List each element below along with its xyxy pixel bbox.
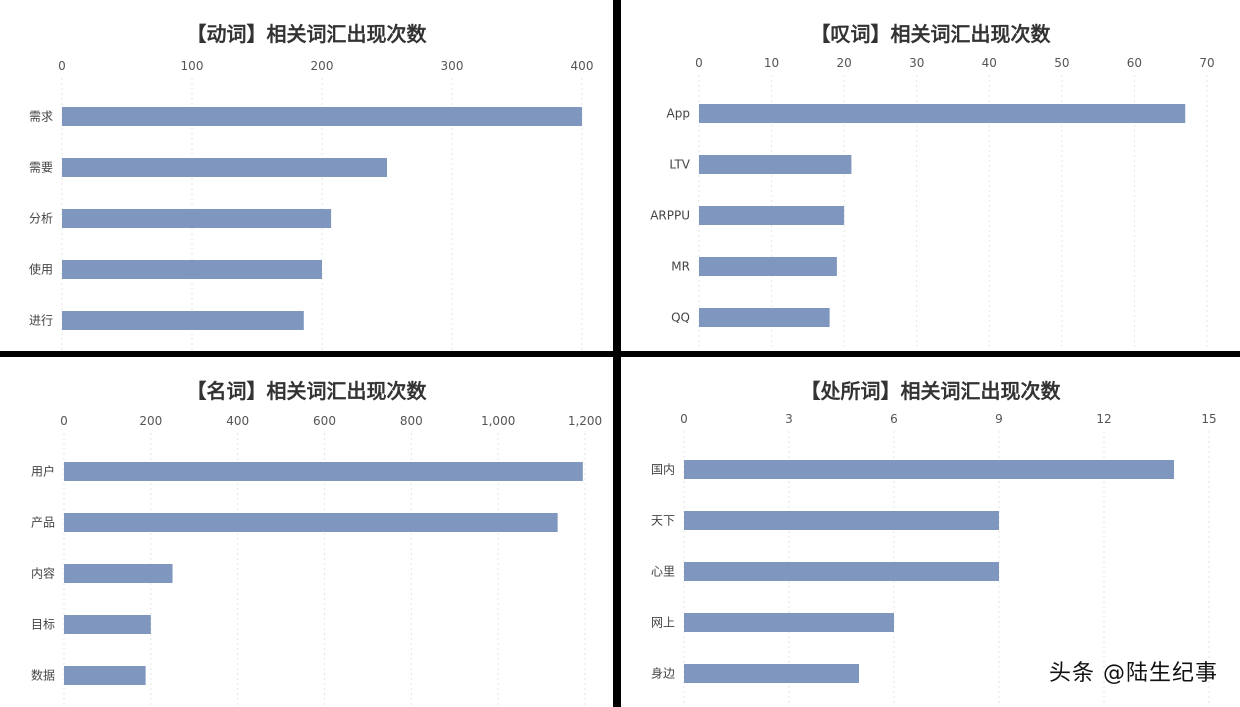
x-tick-label: 600	[313, 414, 336, 428]
category-label: 目标	[31, 618, 55, 632]
chart-title: 【动词】相关词汇出现次数	[186, 22, 427, 46]
bar	[684, 511, 999, 530]
bar	[64, 564, 173, 583]
category-label: LTV	[669, 158, 690, 172]
bar	[699, 308, 830, 327]
x-tick-label: 200	[311, 59, 334, 73]
category-label: 使用	[29, 262, 53, 277]
category-label: 用户	[31, 464, 55, 479]
x-tick-label: 400	[226, 414, 249, 428]
x-tick-label: 1,000	[481, 414, 515, 428]
category-label: 身边	[651, 666, 675, 681]
chart-title: 【处所词】相关词汇出现次数	[800, 379, 1061, 403]
bar	[699, 104, 1186, 123]
x-tick-label: 1,200	[568, 414, 602, 428]
category-label: 需求	[29, 110, 53, 124]
x-tick-label: 200	[139, 414, 162, 428]
bar	[684, 664, 859, 683]
category-label: 进行	[29, 314, 53, 328]
x-tick-label: 0	[58, 59, 66, 73]
bar	[64, 462, 583, 481]
bar-chart: 0 10 20 30 40 50 60 70 App LTV ARPPU MR QQ	[650, 56, 1215, 347]
category-label: 心里	[651, 565, 675, 579]
x-tick-label: 9	[995, 412, 1003, 426]
x-tick-label: 10	[764, 56, 779, 70]
x-tick-label: 0	[680, 412, 688, 426]
category-label: QQ	[671, 311, 690, 325]
category-label: 天下	[651, 514, 675, 528]
x-tick-label: 300	[441, 59, 464, 73]
bar	[699, 155, 852, 174]
bar	[62, 311, 304, 330]
category-label: 内容	[31, 566, 55, 581]
category-label: MR	[671, 260, 690, 274]
chart-panel-nouns: 【名词】相关词汇出现次数 0 200 400 600 800 1,000 1,200 用户产品…	[0, 357, 613, 707]
chart-title: 【叹词】相关词汇出现次数	[810, 22, 1051, 46]
bar	[64, 513, 558, 532]
bar	[684, 562, 999, 581]
x-tick-label: 30	[909, 56, 924, 70]
bar	[62, 158, 387, 177]
bar	[62, 209, 332, 228]
x-tick-label: 3	[785, 412, 793, 426]
x-tick-label: 400	[571, 59, 594, 73]
chart-panel-places: 【处所词】相关词汇出现次数 0 3 6 9 12 15 国内天下心里网上身边	[621, 357, 1240, 707]
bar	[699, 206, 845, 225]
category-label: 产品	[31, 516, 55, 530]
category-label: 数据	[31, 668, 55, 683]
category-label: 分析	[29, 212, 53, 226]
x-tick-label: 50	[1054, 56, 1069, 70]
category-label: App	[667, 107, 690, 121]
x-tick-label: 60	[1127, 56, 1142, 70]
x-tick-label: 100	[181, 59, 204, 73]
x-tick-label: 0	[60, 414, 68, 428]
bar	[64, 666, 146, 685]
x-tick-label: 40	[982, 56, 997, 70]
bar	[64, 615, 151, 634]
x-tick-label: 0	[695, 56, 703, 70]
bar	[62, 260, 322, 279]
category-label: ARPPU	[650, 209, 690, 223]
x-tick-label: 12	[1096, 412, 1111, 426]
x-tick-label: 6	[890, 412, 898, 426]
category-label: 国内	[651, 463, 675, 477]
category-label: 需要	[29, 161, 53, 175]
chart-title: 【名词】相关词汇出现次数	[186, 379, 427, 403]
x-tick-label: 15	[1201, 412, 1216, 426]
chart-panel-interjections: 【叹词】相关词汇出现次数 0 10 20 30 40 50 60 70 App LTV ARPPU M…	[621, 0, 1240, 351]
watermark: 头条 @陆生纪事	[1049, 661, 1218, 686]
bar	[684, 460, 1174, 479]
bar	[684, 613, 894, 632]
bar	[62, 107, 582, 126]
x-tick-label: 20	[837, 56, 852, 70]
category-label: 网上	[651, 616, 675, 630]
chart-panel-verbs: 【动词】相关词汇出现次数 0 100 200 300 400 需求需要分析使用进行	[0, 0, 613, 351]
x-tick-label: 800	[400, 414, 423, 428]
x-tick-label: 70	[1199, 56, 1214, 70]
bar	[699, 257, 837, 276]
